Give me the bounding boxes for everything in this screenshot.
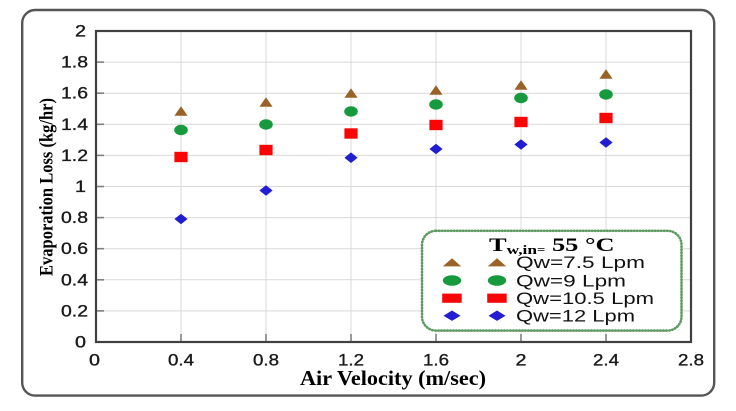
svg-text:0.6: 0.6: [61, 240, 88, 258]
svg-text:2: 2: [516, 352, 527, 370]
svg-text:1.8: 1.8: [61, 54, 88, 72]
svg-text:0: 0: [75, 334, 86, 352]
svg-text:0.4: 0.4: [61, 271, 88, 289]
svg-text:1.6: 1.6: [61, 85, 88, 103]
svg-text:1.2: 1.2: [61, 147, 88, 165]
svg-text:0.8: 0.8: [253, 352, 279, 370]
svg-text:1.2: 1.2: [338, 352, 364, 370]
svg-text:0: 0: [89, 352, 100, 370]
svg-text:Air Velocity (m/sec): Air Velocity (m/sec): [300, 366, 486, 390]
svg-text:Qw=7.5 Lpm: Qw=7.5 Lpm: [516, 254, 645, 272]
svg-text:1.6: 1.6: [423, 352, 449, 370]
svg-text:Qw=12 Lpm: Qw=12 Lpm: [516, 308, 635, 326]
svg-text:Qw=9 Lpm: Qw=9 Lpm: [516, 272, 626, 290]
svg-text:Evaporation Loss (kg/hr): Evaporation Loss (kg/hr): [38, 98, 58, 276]
svg-text:1.4: 1.4: [61, 116, 88, 134]
svg-text:0.4: 0.4: [168, 352, 194, 370]
svg-text:2.8: 2.8: [678, 352, 704, 370]
svg-text:1: 1: [75, 178, 86, 196]
svg-text:0.8: 0.8: [61, 209, 88, 227]
svg-text:2: 2: [75, 23, 86, 41]
svg-text:2.4: 2.4: [593, 352, 619, 370]
svg-text:Qw=10.5 Lpm: Qw=10.5 Lpm: [516, 290, 654, 308]
svg-text:0.2: 0.2: [61, 302, 88, 320]
